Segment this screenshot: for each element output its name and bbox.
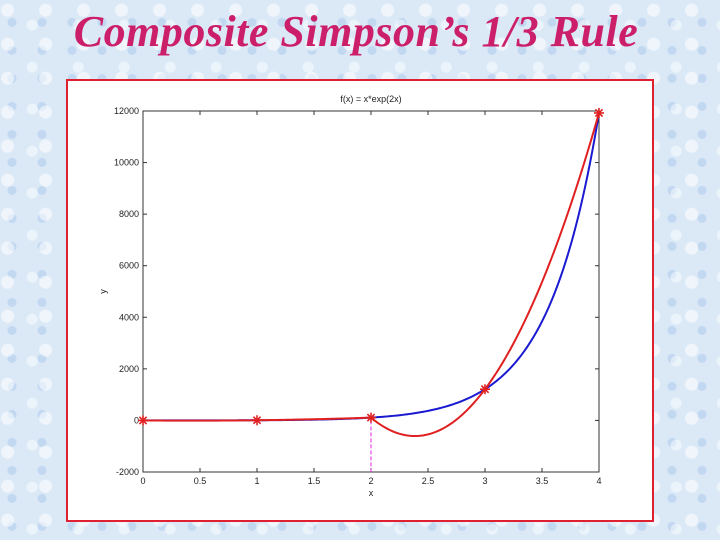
node-marker — [252, 415, 262, 426]
y-tick-label: -2000 — [116, 467, 139, 477]
y-tick-label: 2000 — [119, 364, 139, 374]
figure-frame — [66, 79, 654, 522]
x-tick-label: 4 — [596, 476, 601, 486]
chart-title: f(x) = x*exp(2x) — [340, 94, 401, 104]
x-tick-label: 0.5 — [194, 476, 207, 486]
y-tick-label: 6000 — [119, 261, 139, 271]
slide-title: Composite Simpson’s 1/3 Rule — [73, 7, 639, 56]
node-marker — [480, 384, 490, 395]
y-tick-label: 4000 — [119, 312, 139, 322]
y-tick-label: 0 — [134, 415, 139, 425]
node-marker — [138, 415, 148, 426]
node-marker — [366, 412, 376, 423]
x-tick-label: 2.5 — [422, 476, 435, 486]
node-marker — [594, 107, 604, 118]
x-tick-label: 0 — [140, 476, 145, 486]
x-tick-label: 1 — [254, 476, 259, 486]
x-tick-label: 1.5 — [308, 476, 321, 486]
function-curve — [143, 112, 600, 422]
x-tick-label: 3 — [482, 476, 487, 486]
y-tick-label: 12000 — [114, 106, 139, 116]
x-axis-label: x — [369, 488, 374, 498]
x-tick-label: 3.5 — [536, 476, 549, 486]
x-tick-label: 2 — [368, 476, 373, 486]
y-tick-label: 8000 — [119, 209, 139, 219]
y-tick-label: 10000 — [114, 158, 139, 168]
y-axis-label: y — [98, 289, 108, 294]
